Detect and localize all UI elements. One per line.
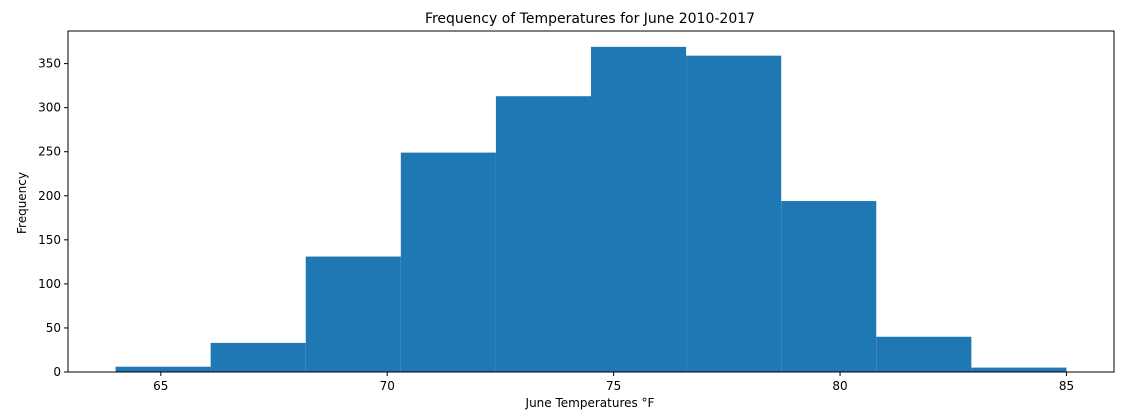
histogram-bar [591,46,687,372]
y-tick-label: 150 [38,233,61,247]
x-tick-label: 85 [1059,379,1074,393]
y-tick-label: 250 [38,145,61,159]
x-tick-label: 75 [606,379,621,393]
y-axis-label: Frequency [15,172,29,234]
x-axis-label: June Temperatures °F [525,396,655,410]
plot-frame [67,30,1115,373]
bars-group [115,46,1067,372]
chart-title: Frequency of Temperatures for June 2010-… [425,11,755,27]
y-tick-label: 100 [38,277,61,291]
x-tick-label: 65 [153,379,168,393]
histogram-bar [305,256,401,372]
histogram-bar [876,336,972,372]
histogram-bar [400,152,496,372]
histogram-bar [971,367,1067,372]
x-tick-label: 80 [832,379,847,393]
y-tick-label: 300 [38,101,61,115]
y-tick-label: 0 [53,365,61,379]
histogram-bar [210,342,306,372]
x-axis-ticks: 65 70 75 80 85 [153,372,1074,393]
histogram-bar [115,366,211,372]
y-tick-label: 200 [38,189,61,203]
histogram-bar [781,201,877,372]
y-axis-ticks: 0 50 100 150 200 250 300 350 [38,57,68,379]
y-tick-label: 350 [38,57,61,71]
x-tick-label: 70 [380,379,395,393]
histogram-bar [686,55,782,372]
y-tick-label: 50 [46,321,61,335]
histogram-bar [495,96,591,372]
